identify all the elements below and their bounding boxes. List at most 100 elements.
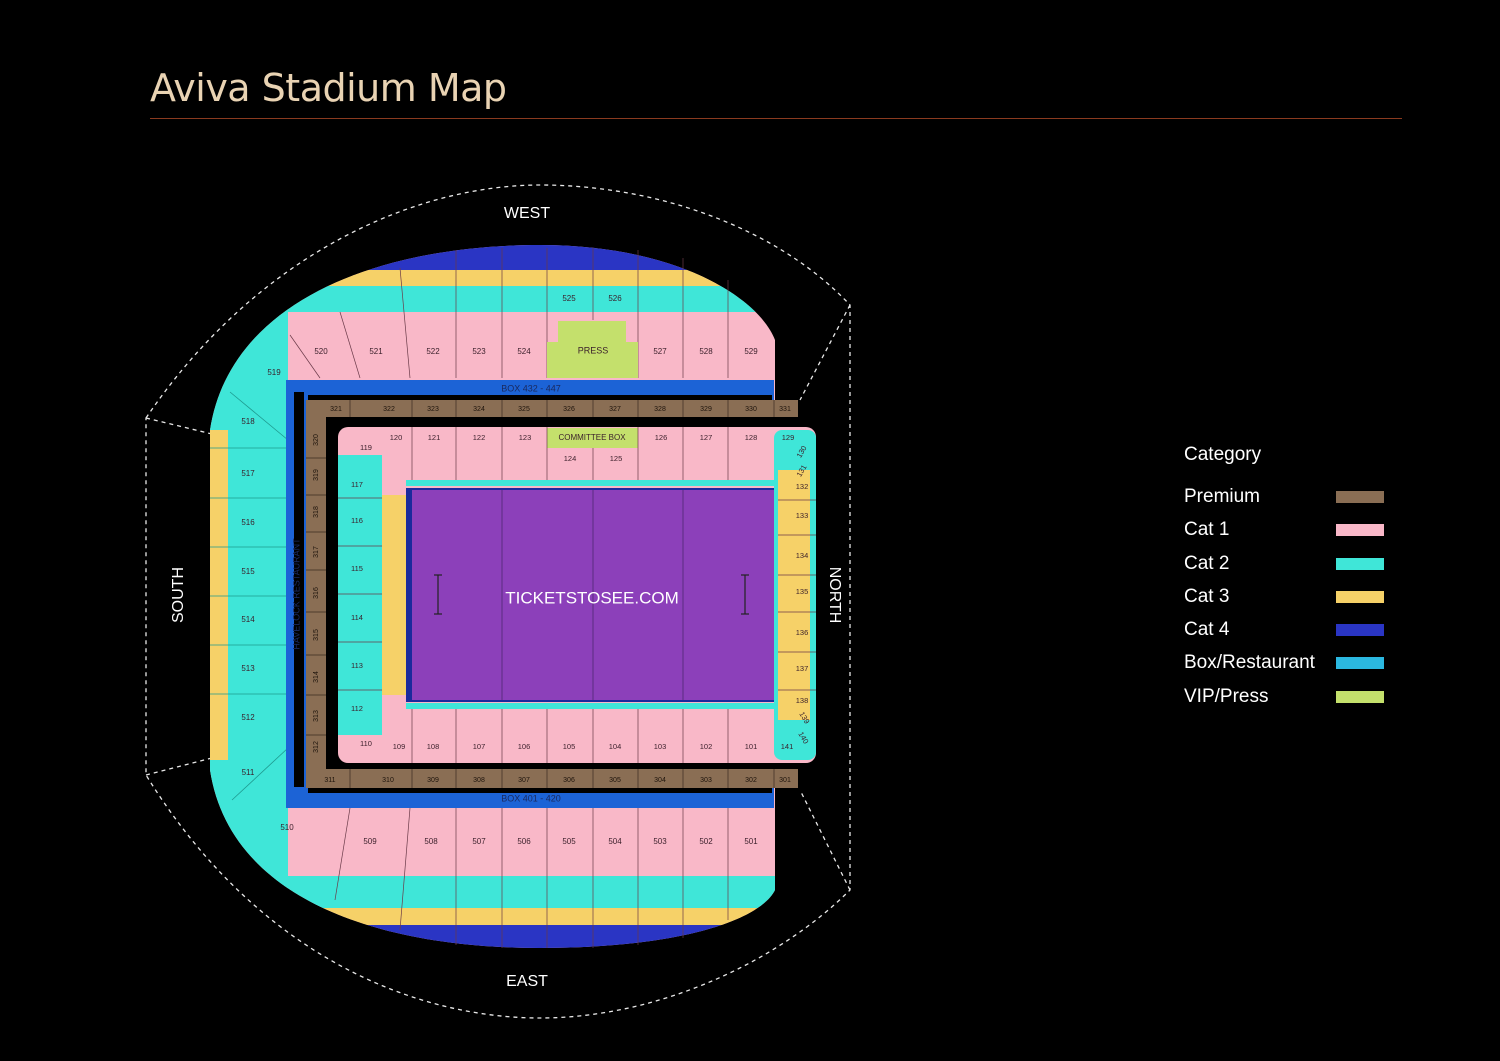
section-label[interactable]: 117 [351,480,363,489]
section-label[interactable]: 136 [796,628,809,637]
section-label[interactable]: 302 [745,777,757,784]
section-label[interactable]: 510 [280,823,294,832]
section-label[interactable]: 526 [608,294,622,303]
section-label[interactable]: 328 [654,406,666,413]
section-label[interactable]: 515 [241,567,255,576]
section-label[interactable]: 519 [267,368,281,377]
section-label[interactable]: 507 [472,837,486,846]
section-label[interactable]: 102 [700,742,713,751]
section-label[interactable]: 502 [699,837,713,846]
section-label[interactable]: 304 [654,777,666,784]
section-label[interactable]: 305 [609,777,621,784]
section-label[interactable]: 505 [562,837,576,846]
section-label[interactable]: 114 [351,613,363,622]
section-label[interactable]: 516 [241,518,255,527]
section-label[interactable]: 514 [241,615,255,624]
section-label[interactable]: 107 [473,742,486,751]
section-label[interactable]: 504 [608,837,622,846]
section-label[interactable]: 521 [369,347,383,356]
section-label[interactable]: 123 [519,433,532,442]
section-label[interactable]: 506 [517,837,531,846]
section-label[interactable]: 314 [313,671,320,683]
section-label[interactable]: 121 [428,433,441,442]
section-label[interactable]: 306 [563,777,575,784]
section-label[interactable]: 308 [473,777,485,784]
section-label[interactable]: 329 [700,406,712,413]
section-label[interactable]: 115 [351,564,363,573]
press-box[interactable] [547,321,638,378]
committee-box[interactable] [547,428,638,448]
section-label[interactable]: 525 [562,294,576,303]
section-label[interactable]: 331 [779,406,791,413]
section-label[interactable]: 135 [796,587,809,596]
section-label[interactable]: 322 [383,406,395,413]
legend-item: Cat 2 [1184,553,1384,586]
legend-item: Premium [1184,486,1384,519]
section-label[interactable]: 113 [351,661,363,670]
section-label[interactable]: 124 [564,454,577,463]
section-label[interactable]: 320 [313,434,320,446]
section-label[interactable]: 316 [313,587,320,599]
section-label[interactable]: 513 [241,664,255,673]
section-label[interactable]: 313 [313,710,320,722]
section-label[interactable]: 312 [313,741,320,753]
section-label[interactable]: 324 [473,406,485,413]
section-label[interactable]: 326 [563,406,575,413]
section-label[interactable]: 307 [518,777,530,784]
section-label[interactable]: 108 [427,742,440,751]
section-label[interactable]: 527 [653,347,667,356]
section-label[interactable]: 315 [313,629,320,641]
section-label[interactable]: 518 [241,417,255,426]
section-label[interactable]: 511 [242,768,255,777]
section-label[interactable]: 119 [360,443,372,452]
section-label[interactable]: 310 [382,777,394,784]
section-label[interactable]: 303 [700,777,712,784]
section-label[interactable]: 126 [655,433,668,442]
section-label[interactable]: 116 [351,516,363,525]
section-label[interactable]: 318 [313,506,320,518]
section-label[interactable]: 321 [330,406,342,413]
section-label[interactable]: 330 [745,406,757,413]
section-label[interactable]: 325 [518,406,530,413]
section-label[interactable]: 523 [472,347,486,356]
section-label[interactable]: 524 [517,347,531,356]
section-label[interactable]: 101 [745,742,758,751]
section-label[interactable]: 103 [654,742,667,751]
section-label[interactable]: 517 [241,469,255,478]
section-label[interactable]: 125 [610,454,623,463]
legend-item: VIP/Press [1184,686,1384,719]
section-label[interactable]: 509 [363,837,377,846]
section-label[interactable]: 112 [351,704,363,713]
section-label[interactable]: 311 [324,777,335,784]
section-label[interactable]: 134 [796,551,809,560]
section-label[interactable]: 120 [390,433,403,442]
section-label[interactable]: 323 [427,406,439,413]
section-label[interactable]: 520 [314,347,328,356]
section-label[interactable]: 138 [796,696,809,705]
section-label[interactable]: 127 [700,433,713,442]
section-label[interactable]: 327 [609,406,621,413]
section-label[interactable]: 122 [473,433,486,442]
section-label[interactable]: 109 [393,742,406,751]
section-label[interactable]: 128 [745,433,758,442]
section-label[interactable]: 528 [699,347,713,356]
section-label[interactable]: 529 [744,347,758,356]
section-label[interactable]: 141 [781,742,794,751]
section-label[interactable]: 104 [609,742,622,751]
section-label[interactable]: 129 [782,433,795,442]
section-label[interactable]: 319 [313,469,320,481]
section-label[interactable]: 110 [360,739,372,748]
section-label[interactable]: 137 [796,664,809,673]
section-label[interactable]: 512 [241,713,255,722]
section-label[interactable]: 106 [518,742,531,751]
section-label[interactable]: 105 [563,742,576,751]
section-label[interactable]: 301 [779,777,791,784]
section-label[interactable]: 317 [313,546,320,558]
section-label[interactable]: 132 [796,482,809,491]
section-label[interactable]: 133 [796,511,809,520]
section-label[interactable]: 508 [424,837,438,846]
section-label[interactable]: 522 [426,347,440,356]
section-label[interactable]: 501 [744,837,758,846]
section-label[interactable]: 503 [653,837,667,846]
section-label[interactable]: 309 [427,777,439,784]
